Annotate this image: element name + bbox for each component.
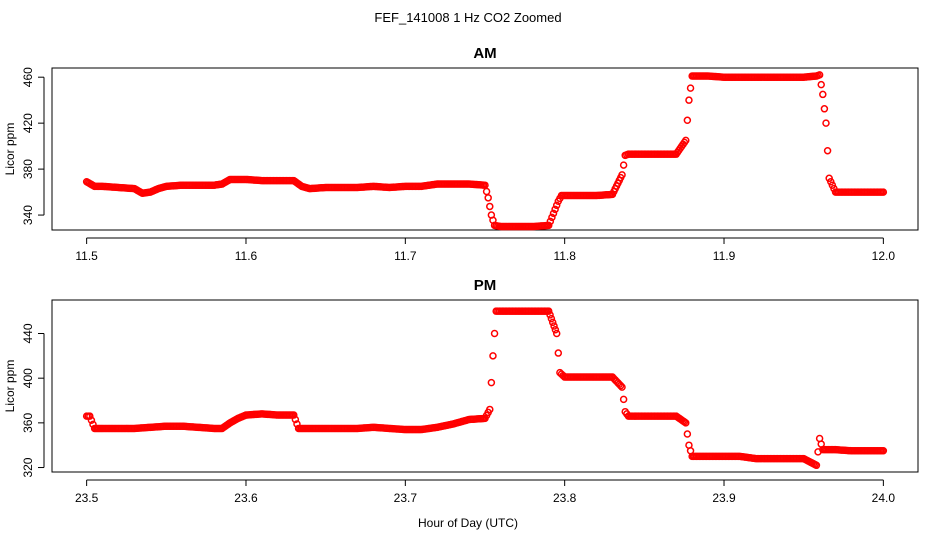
- x-tick-label: 23.9: [712, 491, 736, 505]
- data-point: [820, 105, 829, 113]
- data-point: [291, 415, 300, 424]
- panel-am: AM 11.5 11.6 11.7 11.8 11.9 12.0 340 380 420 460 Li…: [3, 45, 919, 263]
- data-point: [552, 329, 561, 338]
- x-tick-label: 23.8: [553, 491, 577, 505]
- data-point: [487, 378, 496, 387]
- y-tick-label: 340: [21, 205, 35, 225]
- data-point: [87, 416, 96, 424]
- y-tick-label: 320: [21, 457, 35, 477]
- data-point: [486, 405, 494, 414]
- data-point: [823, 146, 832, 155]
- plot-frame: [51, 299, 919, 473]
- data-point: [618, 383, 626, 391]
- x-tick-label: 11.9: [713, 249, 736, 263]
- data-point: [812, 461, 821, 470]
- data-point: [290, 411, 298, 419]
- data-point: [484, 194, 492, 202]
- data-point: [548, 213, 556, 222]
- data-point: [619, 395, 628, 404]
- x-tick-label: 11.8: [553, 249, 576, 263]
- data-point: [546, 311, 554, 319]
- panel-title: AM: [473, 45, 496, 62]
- data-point: [548, 318, 557, 327]
- data-point: [544, 221, 553, 230]
- series-points: [82, 307, 888, 470]
- data-point: [552, 201, 561, 210]
- data-point: [686, 84, 695, 92]
- data-point: [616, 381, 625, 390]
- data-point: [822, 119, 830, 127]
- data-point: [682, 419, 690, 427]
- x-tick-label: 12.0: [872, 249, 896, 263]
- x-tick-label: 23.6: [234, 491, 258, 505]
- data-point: [546, 217, 555, 226]
- data-point: [489, 352, 497, 360]
- data-point: [551, 205, 559, 214]
- data-point: [551, 326, 560, 334]
- x-tick-label: 24.0: [872, 491, 896, 505]
- plot-frame: [51, 67, 919, 231]
- x-tick-label: 23.5: [75, 491, 99, 505]
- data-point: [618, 171, 626, 179]
- y-tick-label: 400: [21, 368, 35, 388]
- y-tick-label: 440: [21, 323, 35, 343]
- data-point: [879, 447, 888, 455]
- data-point: [879, 188, 888, 196]
- y-tick-label: 380: [21, 159, 35, 179]
- series-points: [82, 71, 888, 231]
- y-axis-label: Licor ppm: [3, 123, 17, 176]
- data-point: [815, 71, 824, 79]
- x-tick-label: 11.6: [235, 249, 258, 263]
- x-tick-label: 11.7: [394, 249, 417, 263]
- data-point: [547, 314, 556, 323]
- figure-title: FEF_141008 1 Hz CO2 Zoomed: [374, 10, 561, 25]
- data-point: [817, 80, 825, 89]
- y-tick-label: 360: [21, 413, 35, 433]
- panels: AM 11.5 11.6 11.7 11.8 11.9 12.0 340 380 420 460 Li…: [3, 45, 919, 505]
- data-point: [683, 430, 692, 438]
- data-point: [819, 90, 827, 99]
- data-point: [490, 329, 499, 338]
- data-point: [682, 136, 690, 145]
- y-axis-label: Licor ppm: [3, 360, 17, 413]
- data-point: [549, 209, 558, 218]
- x-tick-label: 11.5: [75, 249, 98, 263]
- data-point: [486, 202, 494, 211]
- x-axis-label: Hour of Day (UTC): [418, 516, 518, 530]
- data-point: [554, 349, 563, 357]
- data-point: [683, 116, 692, 125]
- data-point: [482, 187, 491, 196]
- y-tick-label: 420: [21, 113, 35, 133]
- data-point: [619, 161, 628, 169]
- data-point: [685, 96, 693, 104]
- data-point: [550, 322, 558, 330]
- panel-title: PM: [474, 277, 497, 294]
- data-point: [86, 412, 94, 420]
- x-tick-label: 23.7: [394, 491, 418, 505]
- panel-pm: PM 23.5 23.6 23.7 23.8 23.9 24.0 320 360 400 440 Li…: [3, 277, 919, 505]
- y-tick-label: 460: [21, 67, 35, 87]
- data-point: [544, 307, 553, 315]
